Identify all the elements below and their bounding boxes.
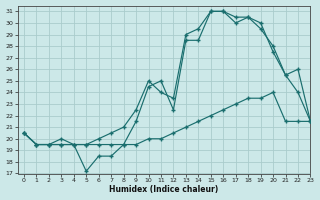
X-axis label: Humidex (Indice chaleur): Humidex (Indice chaleur) bbox=[109, 185, 219, 194]
